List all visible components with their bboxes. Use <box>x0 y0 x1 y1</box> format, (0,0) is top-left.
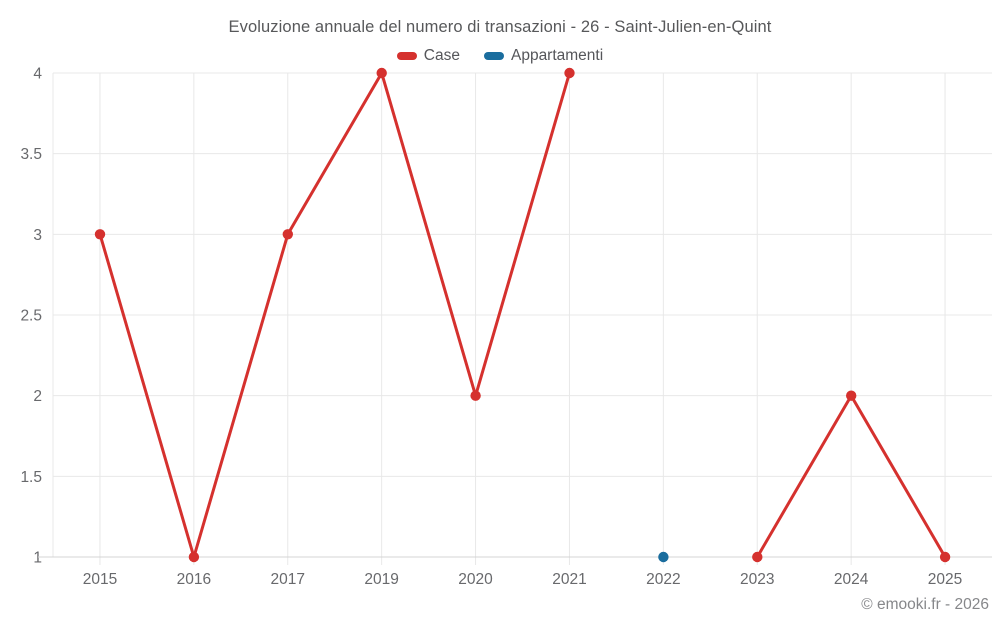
appartamenti-series-swatch-icon <box>483 52 504 60</box>
x-tick-label: 2023 <box>740 571 774 588</box>
data-point-appartamenti-2022[interactable] <box>658 551 669 563</box>
y-tick-label: 3.5 <box>20 146 42 163</box>
x-tick-label: 2024 <box>834 571 869 588</box>
chart-title: Evoluzione annuale del numero di transaz… <box>228 18 772 36</box>
x-tick-label: 2021 <box>552 571 586 588</box>
data-point-case-2015[interactable] <box>94 229 106 240</box>
watermark: © emooki.fr - 2026 <box>861 596 989 613</box>
data-point-case-2025[interactable] <box>939 551 951 563</box>
x-tick-label: 2020 <box>458 571 493 588</box>
data-point-case-2024[interactable] <box>846 390 857 401</box>
legend-label-case: Case <box>423 47 460 64</box>
data-point-case-2020[interactable] <box>470 390 481 401</box>
y-tick-label: 2 <box>33 388 42 405</box>
data-point-case-2023[interactable] <box>752 551 763 563</box>
x-tick-label: 2015 <box>83 571 117 588</box>
legend-item-case[interactable]: Case <box>396 47 460 65</box>
y-tick-label: 1 <box>33 550 42 567</box>
case-series-swatch-icon <box>396 52 417 60</box>
x-tick-label: 2017 <box>271 571 305 588</box>
legend-item-appartamenti[interactable]: Appartamenti <box>483 47 604 65</box>
data-point-case-2017[interactable] <box>282 229 293 240</box>
x-tick-label: 2022 <box>646 571 680 588</box>
y-tick-label: 3 <box>33 227 42 244</box>
x-tick-label: 2016 <box>177 571 211 588</box>
legend: Case Appartamenti <box>0 47 1000 65</box>
data-point-case-2016[interactable] <box>188 551 200 563</box>
y-tick-label: 1.5 <box>20 469 42 486</box>
data-point-case-2021[interactable] <box>564 67 575 79</box>
x-tick-label: 2025 <box>928 571 962 588</box>
x-tick-label: 2019 <box>364 571 398 588</box>
y-tick-label: 4 <box>33 66 42 83</box>
legend-label-appartamenti: Appartamenti <box>510 47 604 64</box>
data-point-case-2019[interactable] <box>376 67 387 79</box>
y-tick-label: 2.5 <box>20 308 42 325</box>
